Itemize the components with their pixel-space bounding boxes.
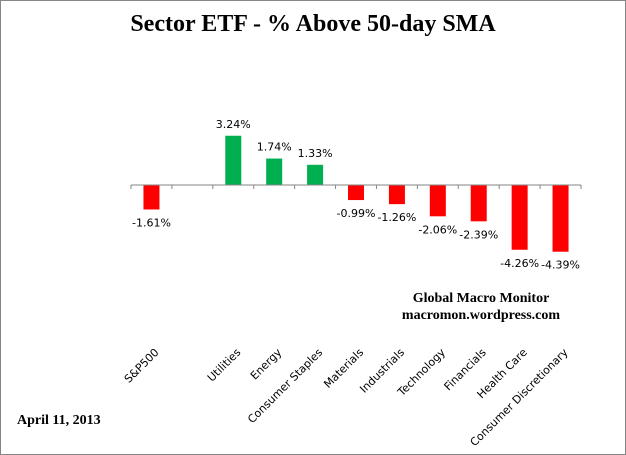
data-label: -1.26% <box>377 211 416 224</box>
data-label: 1.33% <box>298 147 333 160</box>
data-label: -4.39% <box>541 259 580 272</box>
bar <box>143 185 160 210</box>
bar <box>429 185 446 217</box>
bar <box>307 164 324 185</box>
data-label: -2.39% <box>459 228 498 241</box>
data-label: 3.24% <box>216 118 251 131</box>
source-url: macromon.wordpress.com <box>401 308 561 323</box>
category-tick-label: S&P500 <box>122 346 162 386</box>
date-label: April 11, 2013 <box>17 413 101 428</box>
data-label: -0.99% <box>337 207 376 220</box>
category-tick-label: Energy <box>248 346 285 383</box>
chart-title: Sector ETF - % Above 50-day SMA <box>130 11 496 37</box>
data-label: -4.26% <box>500 257 539 270</box>
bar <box>511 185 528 250</box>
bar <box>470 185 487 222</box>
bar <box>388 185 405 205</box>
bar <box>225 135 242 185</box>
data-label: -2.06% <box>418 223 457 236</box>
source-name: Global Macro Monitor <box>412 291 550 306</box>
data-label: -1.61% <box>132 216 171 229</box>
category-tick-label: Utilities <box>205 346 244 385</box>
data-label: 1.74% <box>257 141 292 154</box>
bar <box>266 158 283 185</box>
bar <box>552 185 569 252</box>
category-tick-label: Consumer Staples <box>245 346 325 426</box>
bar <box>348 185 364 201</box>
